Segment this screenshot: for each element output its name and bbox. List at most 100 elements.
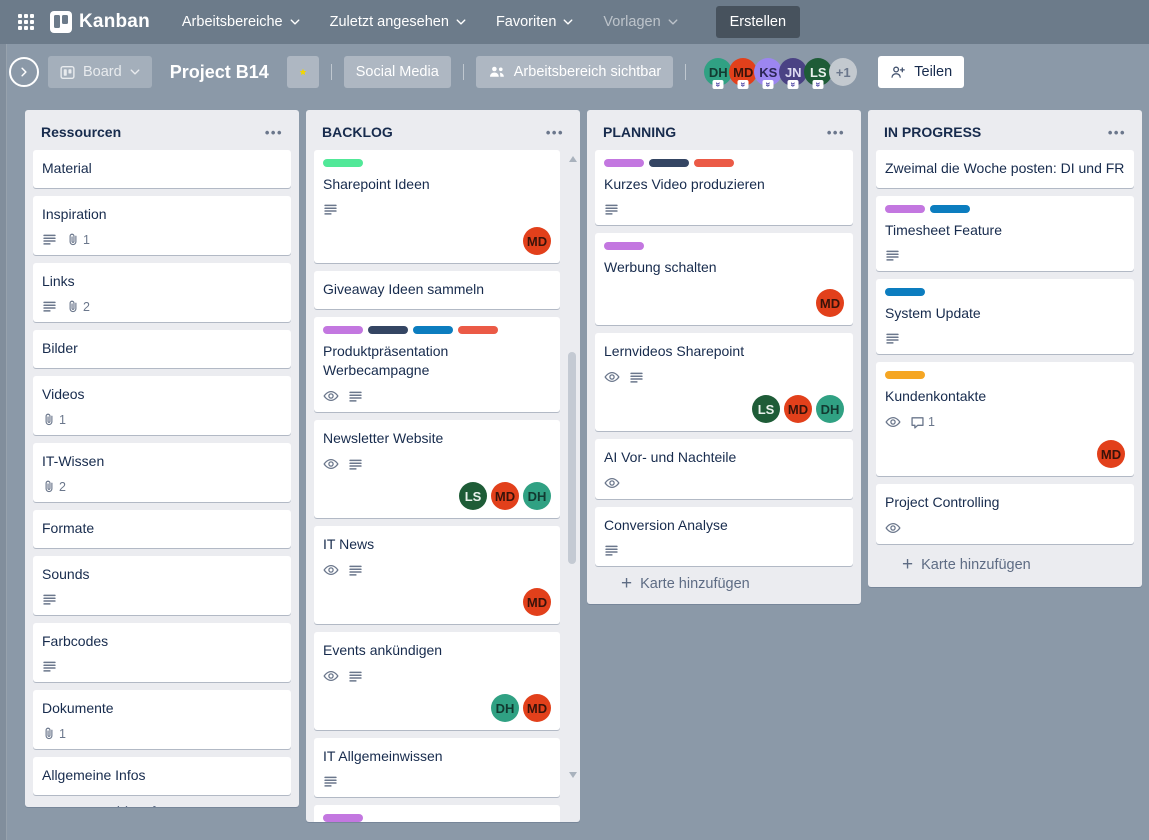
- member-avatar-jn[interactable]: JN»: [779, 58, 808, 89]
- card-it-allgemeinwissen[interactable]: IT Allgemeinwissen: [314, 738, 560, 797]
- member-avatar-md[interactable]: MD: [491, 482, 519, 510]
- label-green[interactable]: [323, 159, 363, 167]
- member-avatar-dh[interactable]: DH: [491, 694, 519, 722]
- card-newsletter-website[interactable]: Newsletter Website LS MD DH: [314, 420, 560, 518]
- card-ai-vor-und-nachteile[interactable]: AI Vor- und Nachteile: [595, 439, 853, 499]
- scrollbar-thumb[interactable]: [568, 352, 576, 564]
- star-button[interactable]: [286, 56, 319, 88]
- column-title[interactable]: IN PROGRESS: [884, 124, 982, 140]
- expand-sidebar-button[interactable]: [9, 57, 39, 87]
- member-avatar-md[interactable]: MD: [523, 227, 551, 255]
- watch-eye-icon: [323, 670, 339, 682]
- watch-badge: [323, 668, 339, 684]
- member-avatar-md[interactable]: MD»: [729, 58, 758, 89]
- member-avatar-dh[interactable]: DH: [523, 482, 551, 510]
- column-menu-button[interactable]: •••: [826, 124, 845, 140]
- member-avatar-dh[interactable]: DH: [816, 395, 844, 423]
- card-conversion-analyse[interactable]: Conversion Analyse: [595, 507, 853, 566]
- card-videos[interactable]: Videos 1: [33, 376, 291, 435]
- card-links[interactable]: Links 2: [33, 263, 291, 322]
- label-red[interactable]: [458, 326, 498, 334]
- member-avatar-dh[interactable]: DH»: [704, 58, 733, 89]
- member-avatar-ls[interactable]: LS»: [804, 58, 833, 89]
- board-title[interactable]: Project B14: [169, 61, 269, 82]
- card-timesheet-feature[interactable]: Timesheet Feature: [876, 196, 1134, 271]
- card-sounds[interactable]: Sounds: [33, 556, 291, 615]
- card-list: Zweimal die Woche posten: DI und FR Times…: [876, 150, 1134, 547]
- scroll-down-arrow[interactable]: [569, 772, 577, 778]
- column-title[interactable]: Ressourcen: [41, 124, 122, 140]
- label-navy[interactable]: [368, 326, 408, 334]
- column-menu-button[interactable]: •••: [1107, 124, 1126, 140]
- nav-item-zuletzt-angesehen[interactable]: Zuletzt angesehen: [318, 6, 478, 38]
- card-farbcodes[interactable]: Farbcodes: [33, 623, 291, 682]
- card-inspiration[interactable]: Inspiration 1: [33, 196, 291, 255]
- card-title: Material: [42, 160, 92, 176]
- member-avatar-md[interactable]: MD: [523, 588, 551, 616]
- card-produktpr-sentation-werbecampagne[interactable]: Produktpräsentation Werbecampagne: [314, 317, 560, 412]
- card-title: Kurzes Video produzieren: [604, 176, 765, 192]
- board-view-button[interactable]: Board: [48, 56, 152, 88]
- card-it-wissen[interactable]: IT-Wissen 2: [33, 443, 291, 502]
- card-lernvideos-sharepoint[interactable]: Lernvideos Sharepoint LS MD DH: [595, 333, 853, 431]
- member-overflow-avatar[interactable]: +1: [829, 58, 858, 86]
- card-events-ank-ndigen[interactable]: Events ankündigen DH MD: [314, 632, 560, 730]
- visibility-button[interactable]: Arbeitsbereich sichtbar: [475, 56, 674, 88]
- label-blue[interactable]: [885, 288, 925, 296]
- view-button-social-media[interactable]: Social Media: [343, 56, 451, 88]
- app-logo[interactable]: Kanban: [46, 11, 158, 33]
- label-purple[interactable]: [323, 814, 363, 822]
- column-menu-button[interactable]: •••: [545, 124, 564, 140]
- add-card-button[interactable]: + Karte hinzufügen: [33, 795, 291, 807]
- nav-item-favoriten[interactable]: Favoriten: [484, 6, 585, 38]
- create-button[interactable]: Erstellen: [715, 6, 801, 38]
- label-orange[interactable]: [885, 371, 925, 379]
- card-card[interactable]: [314, 805, 560, 822]
- card-kurzes-video-produzieren[interactable]: Kurzes Video produzieren: [595, 150, 853, 225]
- label-blue[interactable]: [930, 205, 970, 213]
- label-navy[interactable]: [649, 159, 689, 167]
- card-giveaway-ideen-sammeln[interactable]: Giveaway Ideen sammeln: [314, 271, 560, 309]
- card-badges: [604, 369, 844, 385]
- card-kundenkontakte[interactable]: Kundenkontakte 1 MD: [876, 362, 1134, 476]
- label-red[interactable]: [694, 159, 734, 167]
- card-badges: [323, 562, 551, 578]
- add-card-button[interactable]: + Karte hinzufügen: [595, 566, 853, 600]
- column-menu-button[interactable]: •••: [264, 124, 283, 140]
- label-purple[interactable]: [604, 159, 644, 167]
- member-avatar-md[interactable]: MD: [784, 395, 812, 423]
- card-it-news[interactable]: IT News MD: [314, 526, 560, 624]
- card-material[interactable]: Material: [33, 150, 291, 188]
- label-blue[interactable]: [413, 326, 453, 334]
- apps-grid-button[interactable]: [10, 6, 42, 38]
- share-button[interactable]: Teilen: [878, 56, 965, 88]
- card-sharepoint-ideen[interactable]: Sharepoint Ideen MD: [314, 150, 560, 263]
- label-purple[interactable]: [604, 242, 644, 250]
- add-card-button[interactable]: + Karte hinzufügen: [876, 547, 1134, 581]
- card-allgemeine-infos[interactable]: Allgemeine Infos: [33, 757, 291, 795]
- card-bilder[interactable]: Bilder: [33, 330, 291, 368]
- scroll-up-arrow[interactable]: [569, 156, 577, 162]
- label-purple[interactable]: [323, 326, 363, 334]
- card-zweimal-die-woche-posten-di-und-fr[interactable]: Zweimal die Woche posten: DI und FR: [876, 150, 1134, 188]
- member-avatar-md[interactable]: MD: [816, 289, 844, 317]
- card-list: Kurzes Video produzieren Werbung schalten…: [595, 150, 853, 566]
- member-avatar-ls[interactable]: LS: [752, 395, 780, 423]
- card-formate[interactable]: Formate: [33, 510, 291, 548]
- member-avatar-ls[interactable]: LS: [459, 482, 487, 510]
- card-dokumente[interactable]: Dokumente 1: [33, 690, 291, 749]
- card-system-update[interactable]: System Update: [876, 279, 1134, 354]
- card-title: Formate: [42, 520, 95, 536]
- card-project-controlling[interactable]: Project Controlling: [876, 484, 1134, 544]
- card-werbung-schalten[interactable]: Werbung schalten MD: [595, 233, 853, 325]
- column-scrollbar[interactable]: [567, 154, 578, 780]
- card-list: Sharepoint Ideen MD Giveaway Ideen sammeln…: [314, 150, 572, 822]
- nav-item-vorlagen[interactable]: Vorlagen: [591, 6, 689, 38]
- column-title[interactable]: PLANNING: [603, 124, 677, 140]
- column-title[interactable]: BACKLOG: [322, 124, 393, 140]
- member-avatar-md[interactable]: MD: [1097, 440, 1125, 468]
- nav-item-arbeitsbereiche[interactable]: Arbeitsbereiche: [170, 6, 312, 38]
- member-avatar-ks[interactable]: KS»: [754, 58, 783, 89]
- label-purple[interactable]: [885, 205, 925, 213]
- member-avatar-md[interactable]: MD: [523, 694, 551, 722]
